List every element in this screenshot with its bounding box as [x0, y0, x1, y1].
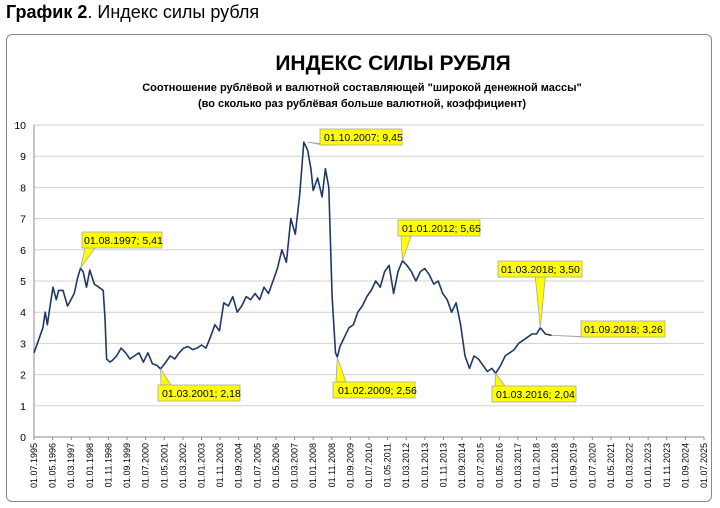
x-tick-label: 01.07.2005: [252, 443, 262, 488]
figure-caption-text: . Индекс силы рубля: [87, 2, 260, 22]
x-tick-label: 01.01.2013: [420, 443, 430, 488]
x-tick-label: 01.11.2013: [438, 443, 448, 487]
x-tick-label: 01.09.2004: [234, 443, 244, 488]
annotation-label: 01.08.1997; 5,41: [84, 235, 163, 247]
x-tick-label: 01.11.2018: [550, 443, 560, 487]
annotation-label: 01.03.2018; 3,50: [501, 264, 580, 276]
x-tick-label: 01.11.2003: [215, 443, 225, 487]
x-tick-label: 01.07.2015: [476, 443, 486, 488]
annotation-box: [157, 384, 241, 402]
x-tick-label: 01.11.1998: [103, 443, 113, 487]
y-tick-label: 0: [20, 432, 26, 444]
x-tick-label: 01.05.2011: [383, 443, 393, 487]
x-tick-label: 01.07.2000: [141, 443, 151, 488]
y-tick-label: 10: [14, 120, 26, 132]
annotation-label: 01.03.2001; 2,18: [162, 388, 241, 400]
x-tick-label: 01.05.2021: [606, 443, 616, 488]
y-tick-label: 9: [20, 151, 26, 163]
y-tick-label: 3: [20, 338, 26, 350]
annotation-label: 01.02.2009; 2,56: [338, 385, 417, 397]
x-tick-label: 01.09.1999: [122, 443, 132, 488]
annotation-label: 01.01.2012; 5,65: [402, 223, 481, 235]
x-tick-label: 01.03.1997: [66, 443, 76, 488]
x-tick-label: 01.03.2012: [401, 443, 411, 488]
annotation-callout: 01.10.2007; 9,45: [307, 128, 403, 146]
annotation-label: 01.03.2016; 2,04: [496, 389, 575, 401]
figure-caption-prefix: График 2: [6, 2, 88, 22]
chart-subtitle-line-1: Соотношение рублёвой и валютной составля…: [142, 82, 582, 94]
x-tick-label: 01.09.2014: [457, 443, 467, 488]
annotation-box: [319, 128, 403, 146]
x-tick-label: 01.07.2010: [364, 443, 374, 488]
x-tick-label: 01.11.2023: [662, 443, 672, 487]
y-tick-label: 8: [20, 182, 26, 194]
annotation-callout: 01.02.2009; 2,56: [332, 356, 417, 399]
annotation-callout: 01.08.1997; 5,41: [80, 231, 163, 269]
x-tick-label: 01.09.2019: [569, 443, 579, 488]
x-tick-label: 01.09.2024: [680, 443, 690, 488]
y-tick-label: 4: [20, 307, 26, 319]
x-tick-label: 01.03.2002: [178, 443, 188, 488]
x-tick-label: 01.07.2020: [587, 443, 597, 488]
annotation-callout: 01.01.2012; 5,65: [397, 219, 481, 261]
annotation-callout: 01.09.2018; 3,26: [551, 320, 666, 338]
annotation-pointer: [494, 372, 506, 387]
annotation-box: [580, 320, 666, 338]
x-tick-label: 01.01.1998: [85, 443, 95, 488]
x-tick-label: 01.01.2003: [197, 443, 207, 488]
annotation-label: 01.10.2007; 9,45: [324, 132, 403, 144]
x-tick-label: 01.03.2022: [625, 443, 635, 488]
annotation-pointer: [80, 247, 96, 269]
chart-title: ИНДЕКС СИЛЫ РУБЛЯ: [275, 52, 510, 75]
y-tick-label: 5: [20, 276, 26, 288]
series-group: [33, 141, 552, 375]
annotation-label: 01.09.2018; 3,26: [584, 324, 663, 336]
y-tick-label: 2: [20, 370, 26, 382]
x-tick-label: 01.05.2006: [271, 443, 281, 488]
x-tick-label: 01.01.2023: [643, 443, 653, 488]
x-tick-label: 01.03.2007: [290, 443, 300, 488]
annotation-pointer: [400, 235, 412, 261]
annotation-box: [497, 260, 583, 278]
axes: [33, 125, 704, 438]
x-tick-label: 01.07.1995: [29, 443, 39, 488]
annotations: 01.08.1997; 5,41 01.03.2001; 2,18 01.10.20…: [80, 128, 666, 403]
x-tick-label: 01.05.2001: [159, 443, 169, 488]
y-tick-label: 7: [20, 214, 26, 226]
annotation-box: [332, 381, 416, 399]
annotation-pointer: [534, 276, 546, 328]
annotation-box: [491, 385, 577, 403]
annotation-callout: 01.03.2016; 2,04: [491, 372, 577, 403]
figure-caption: График 2. Индекс силы рубля: [6, 2, 259, 23]
annotation-pointer: [160, 367, 172, 386]
annotation-box: [81, 231, 163, 249]
x-tick-label: 01.05.2016: [494, 443, 504, 488]
annotation-box: [397, 219, 481, 237]
annotation-callout: 01.03.2001; 2,18: [157, 367, 241, 402]
chart-subtitle-line-2: (во сколько раз рублёвая больше валютной…: [198, 98, 526, 110]
x-axis-ticks: 01.07.1995 01.05.1996 01.03.1997 01.01.1998…: [29, 437, 709, 488]
y-tick-label: 1: [20, 401, 26, 413]
y-tick-label: 6: [20, 245, 26, 257]
x-tick-label: 01.07.2025: [699, 443, 709, 488]
x-tick-label: 01.11.2008: [327, 443, 337, 487]
x-tick-label: 01.05.1996: [48, 443, 58, 488]
x-tick-label: 01.03.2017: [513, 443, 523, 488]
gridlines: [34, 124, 704, 407]
y-axis-ticks: 0 1 2 3 4 5 6 7 8 9 10: [14, 120, 26, 444]
x-tick-label: 01.01.2008: [308, 443, 318, 488]
annotation-pointer: [335, 356, 347, 383]
annotation-callout: 01.03.2018; 3,50: [497, 260, 583, 328]
x-tick-label: 01.09.2009: [345, 443, 355, 488]
x-tick-label: 01.01.2018: [532, 443, 542, 488]
series-line: [33, 141, 552, 375]
chart-frame: [6, 34, 712, 502]
